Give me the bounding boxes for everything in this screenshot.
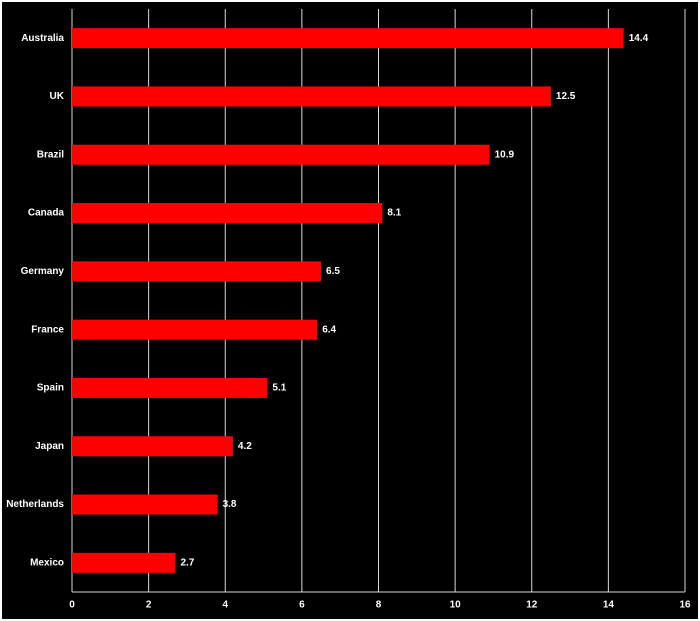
bar — [72, 436, 233, 457]
data-label: 6.5 — [326, 266, 340, 277]
data-label: 3.8 — [223, 499, 237, 510]
y-tick-label: Germany — [21, 266, 65, 277]
y-tick-label: Spain — [37, 383, 64, 394]
bar — [72, 28, 624, 49]
y-tick-label: Netherlands — [6, 499, 64, 510]
y-tick-label: Australia — [21, 33, 64, 44]
data-label: 2.7 — [180, 557, 194, 568]
x-tick-label: 4 — [222, 600, 228, 611]
bar — [72, 552, 176, 573]
data-label: 5.1 — [272, 383, 286, 394]
bar — [72, 86, 551, 107]
data-label: 8.1 — [387, 208, 401, 219]
bar — [72, 377, 268, 398]
x-tick-label: 10 — [450, 600, 462, 611]
y-tick-label: Japan — [35, 441, 64, 452]
x-tick-label: 2 — [146, 600, 152, 611]
y-tick-label: Mexico — [30, 557, 64, 568]
y-tick-label: Brazil — [37, 149, 64, 160]
data-label: 12.5 — [556, 91, 576, 102]
y-tick-label: UK — [50, 91, 65, 102]
data-label: 10.9 — [495, 149, 515, 160]
x-tick-label: 12 — [526, 600, 538, 611]
bar — [72, 319, 318, 340]
bar — [72, 144, 490, 165]
bar — [72, 203, 383, 224]
bar — [72, 261, 322, 282]
data-label: 6.4 — [322, 324, 336, 335]
data-label: 14.4 — [629, 33, 649, 44]
y-tick-label: France — [31, 324, 64, 335]
bar — [72, 494, 218, 515]
x-tick-label: 16 — [679, 600, 691, 611]
y-tick-label: Canada — [28, 208, 65, 219]
x-tick-label: 8 — [376, 600, 382, 611]
x-tick-label: 6 — [299, 600, 305, 611]
x-tick-label: 0 — [69, 600, 75, 611]
x-tick-label: 14 — [603, 600, 615, 611]
data-label: 4.2 — [238, 441, 252, 452]
